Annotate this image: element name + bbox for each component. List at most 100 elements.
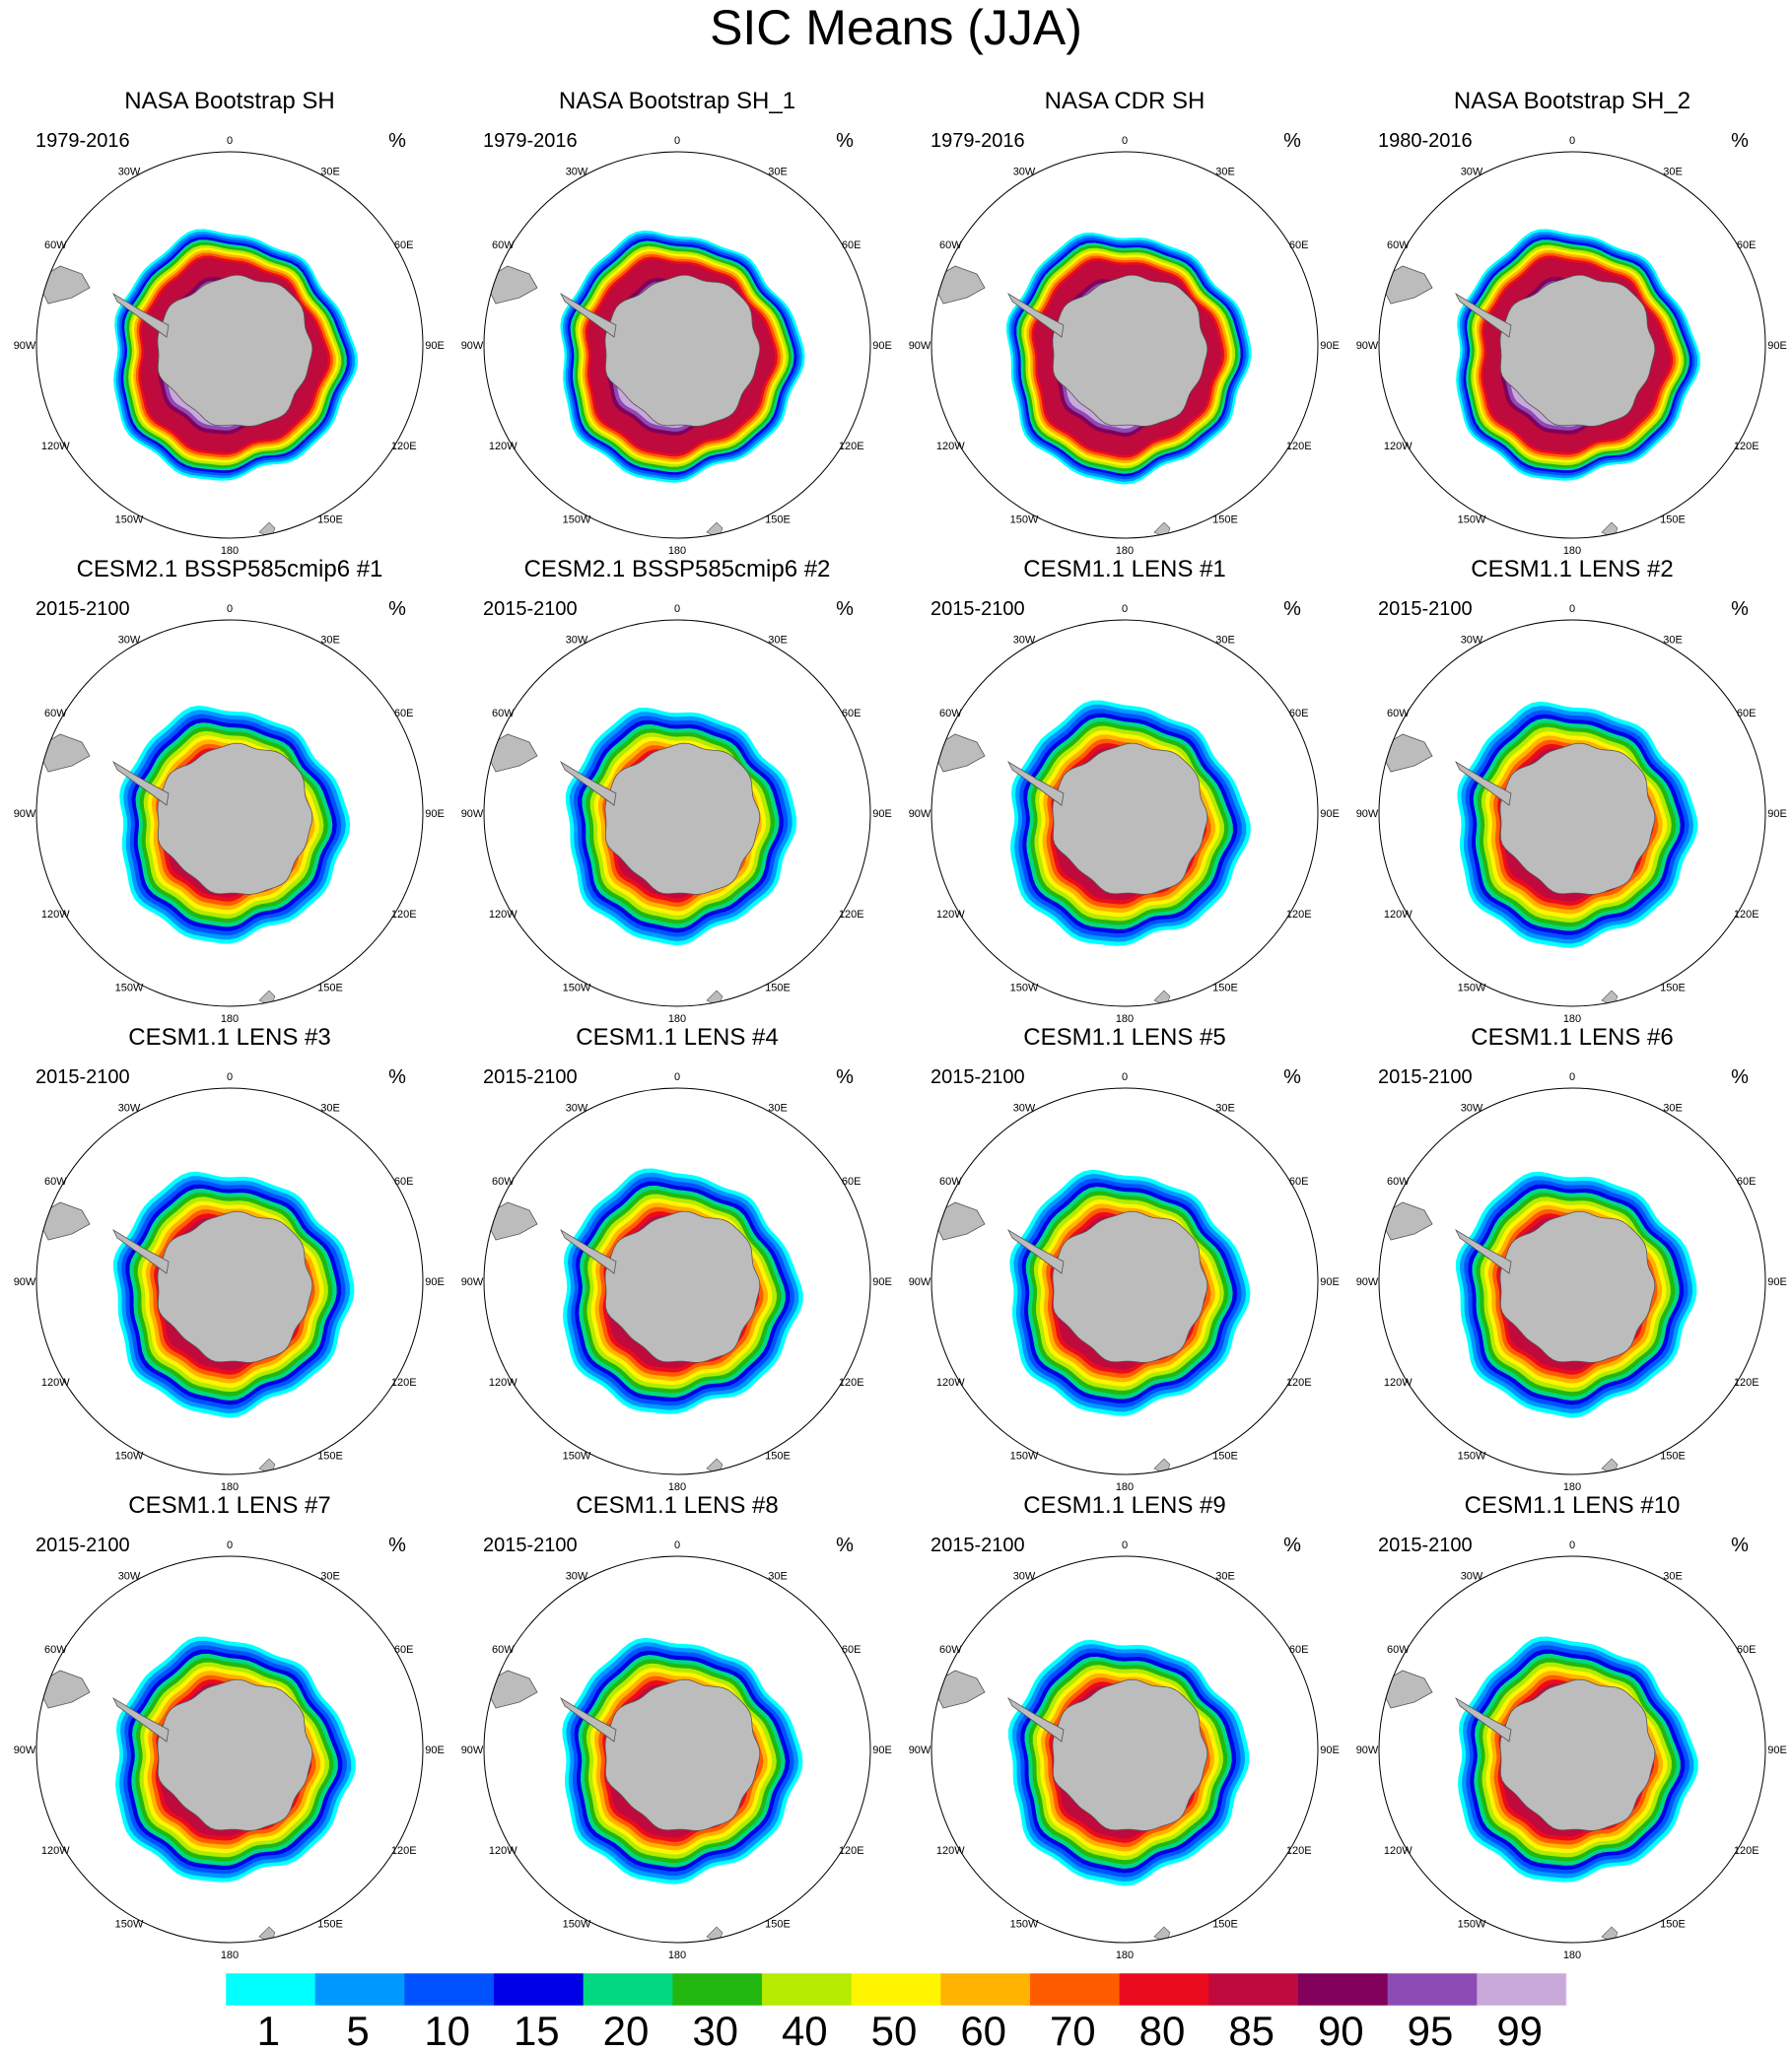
panel-title: CESM1.1 LENS #2: [1471, 556, 1673, 582]
map-boundary: [930, 151, 1319, 539]
colorbar-bin: [404, 1973, 495, 2006]
lon-label: 90E: [872, 1744, 892, 1756]
lon-label: 120E: [1734, 441, 1759, 452]
figure-title: SIC Means (JJA): [710, 0, 1082, 55]
lon-label: 30W: [118, 1570, 141, 1582]
lon-label: 150W: [1458, 514, 1486, 526]
lon-label: 150W: [1010, 514, 1039, 526]
colorbar-label: 20: [603, 2008, 650, 2052]
lon-label: 120W: [936, 909, 965, 921]
lon-label: 150E: [765, 1919, 791, 1931]
sic-field: [931, 1556, 1318, 1943]
lon-label: 0: [674, 1539, 680, 1551]
peninsula-land: [112, 1696, 170, 1743]
lon-label: 120E: [1734, 909, 1759, 921]
colorbar: 1 5 10 15 20 30 40 50 60 70 80 85 90 95 99: [225, 1972, 1567, 2052]
lon-label: 0: [1569, 603, 1575, 615]
peninsula-land: [560, 292, 617, 338]
lon-label: 30E: [1663, 634, 1683, 646]
lon-label: 60W: [1387, 708, 1410, 719]
lon-label: 30W: [1461, 634, 1483, 646]
sic-field: [36, 1088, 423, 1474]
colorbar-bin: [762, 1973, 853, 2006]
lon-label: 90W: [1356, 340, 1379, 352]
lon-label: 150W: [115, 983, 144, 994]
lon-label: 120W: [489, 1377, 517, 1389]
map-panel: NASA Bootstrap SH_2 1980-2016 % 0 30E 60E 90E 1…: [1356, 88, 1787, 557]
lon-label: 90E: [1320, 808, 1340, 820]
lon-label: 0: [227, 135, 233, 147]
map-panel: CESM1.1 LENS #5 2015-2100 % 0 30E 60E 90E 120E 1…: [909, 1024, 1340, 1493]
colorbar-frame: [225, 1972, 1567, 2007]
lon-label: 0: [674, 135, 680, 147]
lon-label: 150E: [1212, 1451, 1238, 1463]
lon-label: 120W: [489, 441, 517, 452]
colorbar-bin: [314, 1973, 405, 2006]
panel-units: %: [388, 130, 406, 152]
lon-label: 150W: [115, 1919, 144, 1931]
antarctica-land: [157, 1678, 313, 1831]
lon-label: 30W: [1461, 1102, 1483, 1114]
sic-field: [484, 620, 870, 1006]
lon-label: 30E: [1215, 1570, 1235, 1582]
panel-period: 1979-2016: [35, 130, 130, 152]
lon-label: 0: [227, 1539, 233, 1551]
panel-title: CESM1.1 LENS #6: [1471, 1024, 1673, 1051]
lon-label: 150W: [115, 1451, 144, 1463]
lon-label: 90W: [14, 808, 36, 820]
lon-label: 90W: [1356, 1744, 1379, 1756]
lon-label: 60W: [939, 1644, 962, 1656]
map-boundary: [930, 1087, 1319, 1475]
lon-label: 90W: [909, 808, 931, 820]
map-panels: NASA Bootstrap SH 1979-2016 % 0 30E 60E 90E 120…: [14, 88, 1787, 1961]
lon-label: 180: [1116, 545, 1134, 557]
lon-label: 120W: [936, 441, 965, 452]
map-panel: CESM1.1 LENS #6 2015-2100 % 0 30E 60E 90E 120E 1…: [1356, 1024, 1787, 1493]
lon-label: 60E: [1289, 239, 1309, 251]
panel-title: CESM2.1 BSSP585cmip6 #2: [524, 556, 831, 582]
antarctica-land: [157, 742, 313, 895]
lon-label: 120E: [839, 441, 864, 452]
lon-label: 120W: [1384, 441, 1413, 452]
panel-period: 2015-2100: [930, 1535, 1025, 1556]
lon-label: 150E: [765, 983, 791, 994]
lon-label: 60W: [44, 1176, 67, 1188]
lon-label: 60W: [1387, 1176, 1410, 1188]
peninsula-land: [1455, 1696, 1512, 1743]
lon-label: 30W: [1013, 634, 1036, 646]
lon-label: 150W: [563, 514, 591, 526]
lon-label: 30E: [768, 1570, 788, 1582]
lon-label: 60W: [492, 1176, 515, 1188]
lon-label: 30E: [320, 166, 340, 177]
map-boundary: [930, 619, 1319, 1007]
lon-label: 120E: [1286, 1377, 1312, 1389]
lon-label: 90E: [1320, 340, 1340, 352]
lon-label: 120W: [1384, 1845, 1413, 1857]
lon-label: 120W: [41, 909, 70, 921]
panel-units: %: [1731, 1535, 1749, 1556]
map-panel: CESM2.1 BSSP585cmip6 #1 2015-2100 % 0 30E 60E…: [14, 556, 445, 1025]
lon-label: 90W: [461, 808, 484, 820]
map-boundary: [35, 619, 424, 1007]
lon-label: 150W: [563, 1919, 591, 1931]
lon-label: 30E: [768, 634, 788, 646]
lon-label: 90W: [461, 1744, 484, 1756]
map-boundary: [1378, 151, 1766, 539]
panel-period: 2015-2100: [483, 1066, 578, 1088]
antarctica-land: [157, 274, 313, 427]
map-panel: CESM1.1 LENS #8 2015-2100 % 0 30E 60E 90E 120E 1…: [461, 1492, 892, 1961]
lon-label: 60E: [1289, 708, 1309, 719]
lon-label: 0: [674, 1071, 680, 1083]
lon-label: 180: [668, 1481, 686, 1493]
lon-label: 180: [1563, 1013, 1581, 1025]
lon-label: 60E: [394, 708, 414, 719]
lon-label: 30W: [1013, 1570, 1036, 1582]
lon-label: 150W: [1458, 1451, 1486, 1463]
lon-label: 90W: [909, 340, 931, 352]
lon-label: 60W: [44, 1644, 67, 1656]
lon-label: 150E: [1660, 1919, 1686, 1931]
map-panel: CESM1.1 LENS #4 2015-2100 % 0 30E 60E 90E 120E 1…: [461, 1024, 892, 1493]
lon-label: 30W: [1461, 1570, 1483, 1582]
panel-title: CESM1.1 LENS #1: [1023, 556, 1225, 582]
colorbar-bin: [494, 1973, 585, 2006]
